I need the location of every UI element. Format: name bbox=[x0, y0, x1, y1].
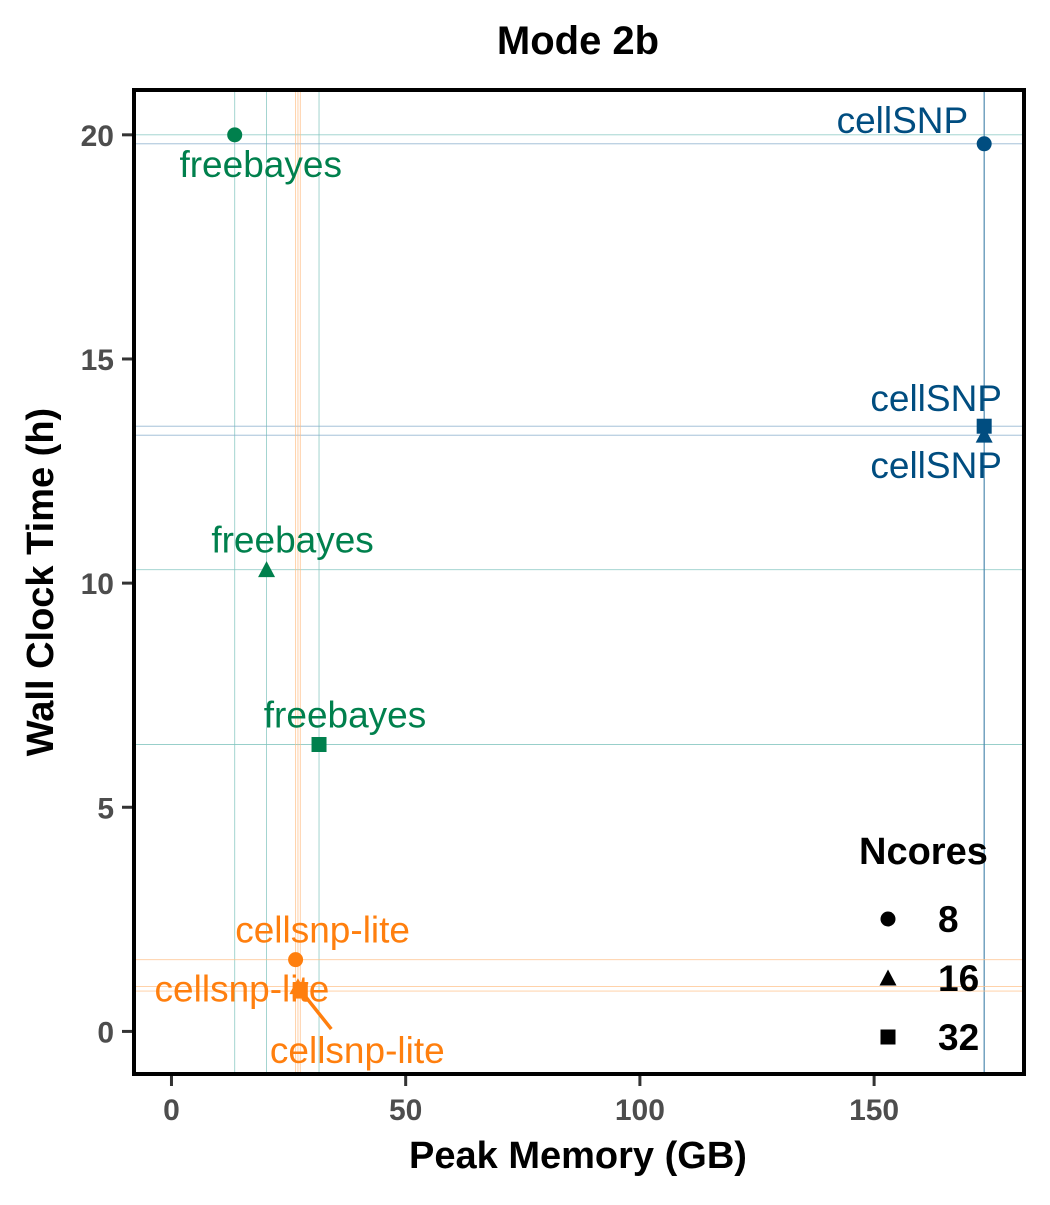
point-cellSNP-32 bbox=[976, 418, 992, 434]
legend-label-32: 32 bbox=[938, 1017, 979, 1058]
x-tick-label: 100 bbox=[615, 1094, 665, 1127]
legend-label-16: 16 bbox=[938, 958, 979, 999]
point-label-freebayes-8: freebayes bbox=[179, 144, 342, 185]
point-label-cellsnp-lite-16: cellsnp-lite bbox=[155, 969, 330, 1010]
x-tick-label: 0 bbox=[163, 1094, 180, 1127]
point-label-cellsnp-lite-8: cellsnp-lite bbox=[235, 910, 410, 951]
point-cellsnp-lite-32 bbox=[292, 983, 308, 999]
point-label-cellSNP-8: cellSNP bbox=[837, 100, 969, 141]
label-connector bbox=[302, 993, 333, 1031]
y-tick-label: 0 bbox=[97, 1016, 114, 1049]
point-freebayes-32 bbox=[311, 737, 327, 753]
x-tick-label: 150 bbox=[849, 1094, 899, 1127]
legend-key-32 bbox=[880, 1029, 896, 1045]
y-tick-label: 15 bbox=[81, 344, 114, 377]
point-freebayes-16 bbox=[258, 561, 276, 578]
y-tick-label: 20 bbox=[81, 120, 114, 153]
legend-label-8: 8 bbox=[938, 899, 959, 940]
legend-key-8 bbox=[880, 911, 896, 927]
legend: Ncores 8 16 32 bbox=[859, 831, 988, 1058]
y-axis: 0 5 10 15 20 bbox=[81, 120, 132, 1049]
reference-lines bbox=[134, 90, 1024, 1074]
y-tick-label: 10 bbox=[81, 568, 114, 601]
point-labels: freebayes freebayes freebayes cellSNP cellSN… bbox=[155, 100, 1002, 1071]
point-cellSNP-8 bbox=[976, 136, 992, 152]
point-label-cellsnp-lite-32: cellsnp-lite bbox=[270, 1030, 445, 1071]
chart-title: Mode 2b bbox=[497, 19, 659, 63]
y-tick-label: 5 bbox=[97, 792, 114, 825]
point-cellSNP-16 bbox=[975, 426, 993, 443]
data-points bbox=[227, 127, 993, 1031]
point-label-freebayes-16: freebayes bbox=[211, 520, 374, 561]
point-label-cellSNP-16: cellSNP bbox=[870, 445, 1002, 486]
point-cellsnp-lite-8 bbox=[288, 952, 304, 968]
x-axis-title: Peak Memory (GB) bbox=[409, 1135, 747, 1177]
point-label-cellSNP-32: cellSNP bbox=[870, 378, 1002, 419]
point-freebayes-8 bbox=[227, 127, 243, 143]
x-axis: 0 50 100 150 bbox=[163, 1076, 899, 1127]
legend-key-16 bbox=[879, 969, 897, 986]
y-axis-title: Wall Clock Time (h) bbox=[20, 408, 62, 756]
x-tick-label: 50 bbox=[389, 1094, 422, 1127]
point-label-freebayes-32: freebayes bbox=[264, 695, 427, 736]
legend-title: Ncores bbox=[859, 831, 988, 873]
plot-panel-border bbox=[132, 88, 1026, 1076]
